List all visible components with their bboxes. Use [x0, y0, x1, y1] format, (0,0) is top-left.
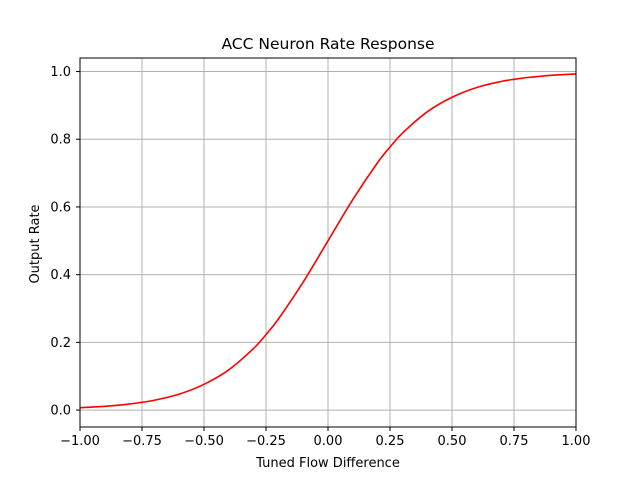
x-tick-label: 0.25: [376, 434, 405, 449]
y-tick-label: 0.2: [50, 336, 71, 351]
x-tick-label: −1.00: [60, 434, 100, 449]
x-tick-label: 1.00: [562, 434, 591, 449]
x-tick-label: 0.75: [500, 434, 529, 449]
y-axis-title: Output Rate: [28, 204, 43, 283]
x-tick-label: −0.25: [246, 434, 286, 449]
y-tick-label: 0.4: [50, 268, 71, 283]
y-tick-label: 0.0: [50, 404, 71, 419]
ticks: −1.00 −0.75 −0.50 −0.25 0.00 0.25 0.50 0.75 1.00…: [50, 65, 590, 449]
chart-title: ACC Neuron Rate Response: [221, 35, 434, 53]
y-tick-label: 0.8: [50, 133, 71, 148]
x-tick-label: 0.00: [314, 434, 343, 449]
series-line: [79, 73, 577, 409]
y-tick-label: 0.6: [50, 200, 71, 215]
x-axis-title: Tuned Flow Difference: [255, 456, 400, 471]
x-tick-label: −0.50: [184, 434, 224, 449]
x-tick-label: 0.50: [438, 434, 467, 449]
y-tick-label: 1.0: [50, 65, 71, 80]
x-tick-label: −0.75: [122, 434, 162, 449]
series-layer: [79, 73, 577, 409]
